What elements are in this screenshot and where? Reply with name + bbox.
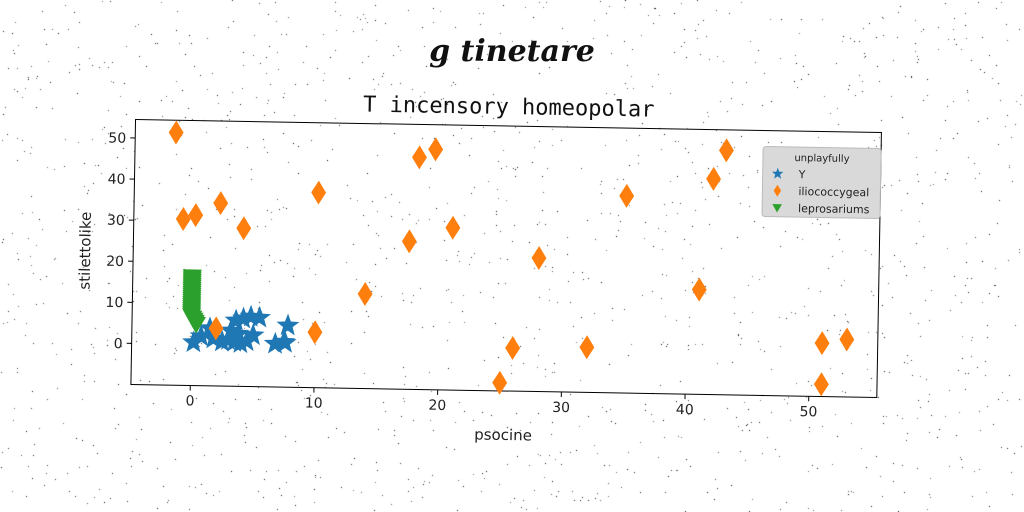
iliococcygeal-point	[412, 145, 427, 170]
iliococcygeal-point	[579, 335, 595, 360]
iliococcygeal-point	[492, 370, 508, 395]
series-iliococcygeal	[168, 120, 855, 397]
y-point	[224, 308, 248, 331]
y-tick-label: 30	[107, 213, 125, 229]
legend-marker-iliococcygeal	[773, 184, 782, 197]
data-marks	[168, 120, 855, 397]
y-axis-label: stilettolike	[76, 212, 95, 290]
y-tick-label: 40	[108, 172, 126, 188]
x-tick-label: 50	[799, 404, 817, 420]
iliococcygeal-point	[208, 316, 224, 341]
iliococcygeal-point	[814, 331, 830, 356]
legend-marker-leprosariums	[772, 204, 782, 213]
iliococcygeal-point	[357, 282, 373, 307]
y-point	[235, 329, 259, 352]
y-point	[248, 305, 271, 328]
y-point	[241, 323, 265, 346]
y-point	[276, 313, 300, 336]
iliococcygeal-point	[706, 166, 722, 191]
x-tick-label: 10	[305, 396, 323, 412]
y-tick-label: 50	[108, 131, 126, 147]
iliococcygeal-point	[307, 320, 323, 345]
iliococcygeal-point	[691, 277, 707, 302]
plot-area-frame	[130, 119, 882, 398]
iliococcygeal-point	[505, 335, 521, 360]
y-point	[210, 329, 234, 352]
iliococcygeal-point	[839, 327, 855, 352]
y-point	[182, 330, 206, 353]
legend-label: Y	[798, 168, 806, 181]
iliococcygeal-point	[445, 215, 461, 240]
legend-title: unplayfully	[794, 153, 849, 165]
legend-label: iliococcygeal	[798, 185, 869, 199]
iliococcygeal-point	[213, 191, 229, 216]
y-point	[229, 331, 253, 354]
leprosariums-point	[186, 316, 207, 334]
figure-suptitle: g tinetare	[429, 34, 595, 69]
iliococcygeal-point	[619, 183, 635, 208]
legend-label: leprosariums	[798, 202, 870, 216]
iliococcygeal-point	[311, 180, 327, 205]
y-point	[226, 321, 250, 344]
y-point	[219, 318, 243, 341]
x-tick-label: 20	[428, 398, 446, 414]
x-tick-label: 30	[552, 400, 570, 416]
y-point	[189, 324, 213, 347]
iliococcygeal-point	[236, 216, 252, 241]
y-point	[273, 330, 297, 353]
iliococcygeal-point	[188, 203, 204, 228]
legend-box	[761, 146, 882, 219]
y-point	[263, 331, 287, 354]
iliococcygeal-point	[531, 246, 547, 271]
legend-marker-y	[772, 167, 784, 179]
iliococcygeal-point	[428, 137, 444, 162]
chart-title: T incensory homeopolar	[363, 92, 655, 122]
x-tick-label: 0	[185, 393, 194, 409]
x-tick-label: 40	[676, 402, 694, 418]
y-tick-label: 20	[106, 254, 124, 270]
series-leprosariums	[182, 269, 207, 334]
iliococcygeal-point	[719, 138, 734, 163]
iliococcygeal-point	[401, 229, 417, 254]
iliococcygeal-point	[168, 120, 184, 145]
x-axis-label: psocine	[474, 425, 532, 444]
y-tick-label: 10	[105, 295, 123, 311]
iliococcygeal-point	[175, 206, 191, 231]
iliococcygeal-point	[813, 372, 829, 397]
y-point	[201, 326, 225, 349]
y-tick-label: 0	[114, 336, 123, 352]
axis-ticks: 0 10 20 30 40 50 0 10 20 30 40 50	[105, 131, 817, 421]
